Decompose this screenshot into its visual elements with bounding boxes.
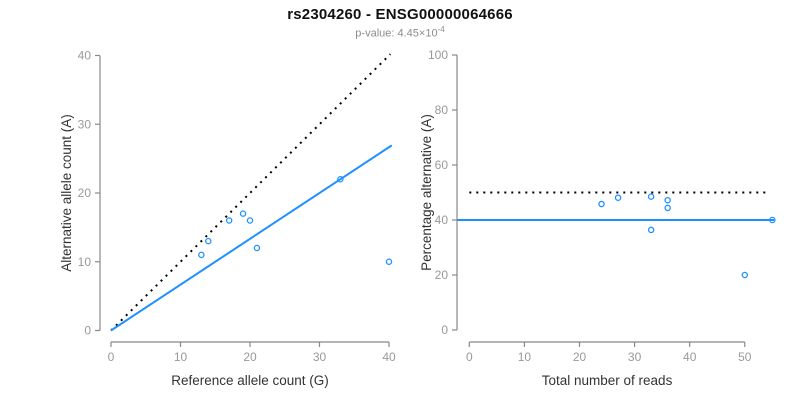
x-tick-label: 20: [573, 350, 587, 364]
data-point: [647, 193, 655, 200]
y-tick-label: 40: [78, 49, 92, 63]
data-point: [664, 204, 671, 212]
data-point: [664, 196, 671, 204]
x-axis-label: Reference allele count (G): [171, 373, 329, 388]
data-point: [647, 226, 655, 234]
data-point: [246, 217, 254, 224]
x-tick-label: 0: [108, 350, 115, 364]
data-point: [225, 217, 233, 224]
y-tick-label: 60: [435, 158, 449, 172]
pvalue-text: p-value: 4.45×10: [355, 27, 438, 40]
fit-line: [110, 144, 393, 332]
y-tick-label: 0: [441, 323, 448, 337]
data-point: [337, 175, 344, 183]
data-point: [385, 258, 393, 265]
y-axis-label: Alternative allele count (A): [59, 114, 74, 272]
x-tick-label: 40: [683, 350, 697, 364]
x-tick-label: 30: [313, 350, 327, 364]
data-point: [741, 271, 749, 279]
data-point: [614, 194, 622, 201]
identity-line: [110, 53, 392, 332]
x-tick-label: 0: [466, 350, 473, 364]
x-axis-label: Total number of reads: [542, 373, 673, 388]
y-tick-label: 20: [78, 186, 92, 200]
y-tick-label: 0: [84, 324, 91, 338]
data-point: [769, 216, 776, 224]
y-axis-label: Percentage alternative (A): [419, 114, 434, 271]
x-tick-label: 10: [518, 350, 532, 364]
x-tick-label: 40: [382, 350, 396, 364]
y-tick-label: 80: [435, 103, 449, 117]
y-tick-label: 30: [78, 117, 92, 131]
x-tick-label: 20: [243, 350, 257, 364]
data-point: [239, 210, 247, 217]
data-point: [253, 244, 261, 252]
x-tick-label: 50: [738, 350, 752, 364]
chart-subtitle: p-value: 4.45×10-4: [0, 25, 800, 40]
data-point: [205, 237, 212, 245]
pvalue-exponent: -4: [437, 25, 445, 34]
y-tick-label: 10: [78, 255, 92, 269]
chart-title: rs2304260 - ENSG00000064666: [287, 6, 513, 23]
x-tick-label: 30: [628, 350, 642, 364]
y-tick-label: 20: [435, 268, 449, 282]
data-point: [198, 251, 205, 259]
data-point: [598, 200, 605, 208]
x-tick-label: 10: [174, 350, 188, 364]
y-tick-label: 100: [428, 48, 448, 62]
y-tick-label: 40: [435, 213, 449, 227]
